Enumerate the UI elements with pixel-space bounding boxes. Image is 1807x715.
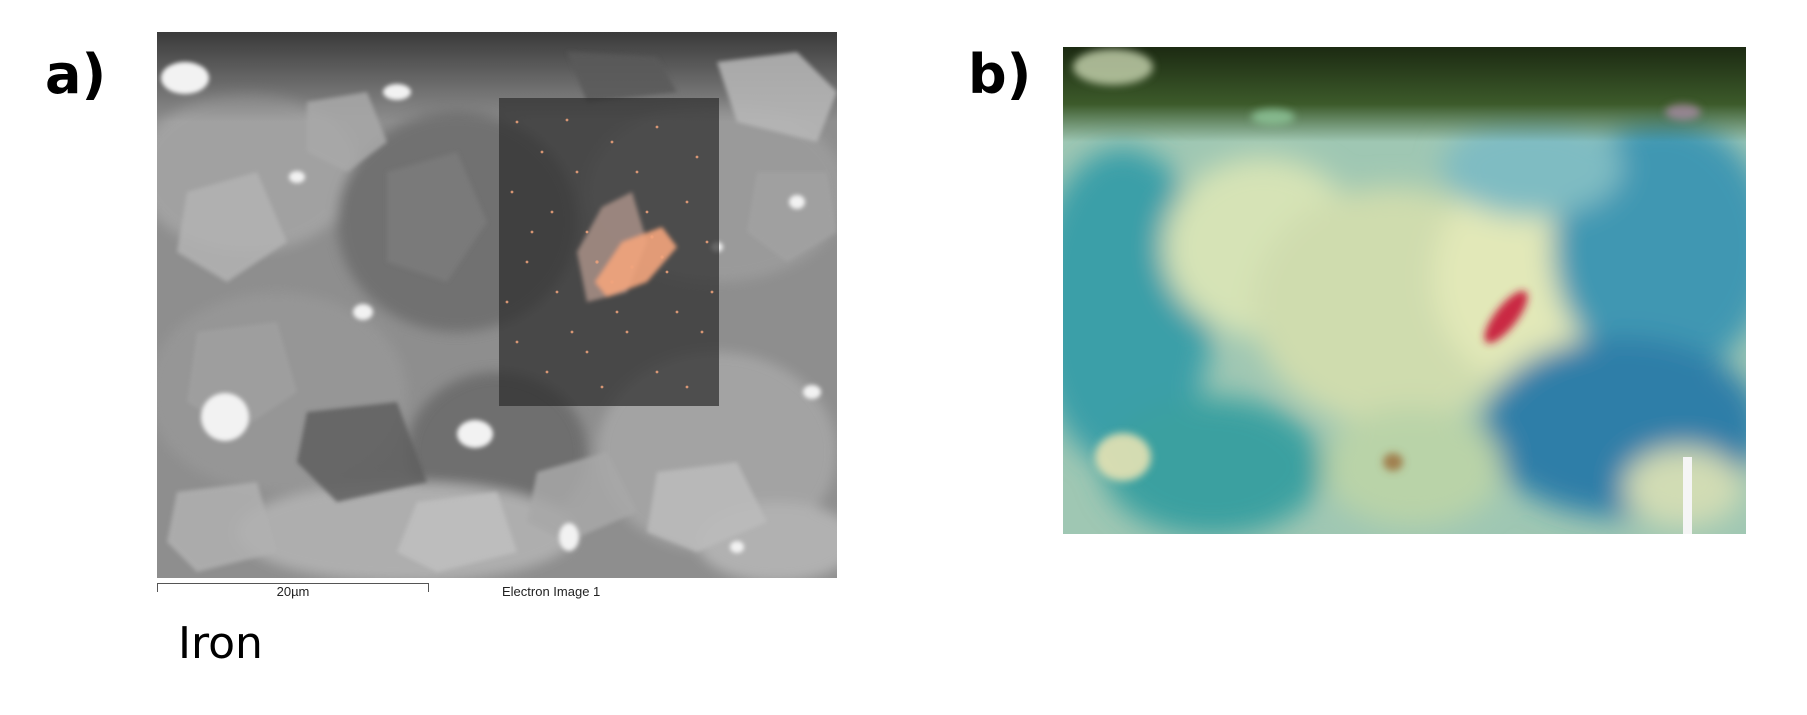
optical-image: [1063, 47, 1746, 534]
red-particle: [1484, 290, 1528, 344]
optical-scale-mark: [1683, 457, 1692, 534]
optical-micrograph: [1063, 47, 1746, 534]
electron-image-caption: Electron Image 1: [502, 584, 601, 599]
scale-bar-label: 20µm: [276, 584, 310, 599]
sem-image: [157, 32, 837, 578]
scale-bar: [157, 583, 429, 592]
element-label: Iron: [178, 618, 263, 669]
panel-a-label: a): [45, 43, 107, 106]
iron-signal-dots: [505, 118, 714, 389]
panel-b-label: b): [968, 43, 1032, 106]
sem-micrograph: [157, 32, 837, 578]
